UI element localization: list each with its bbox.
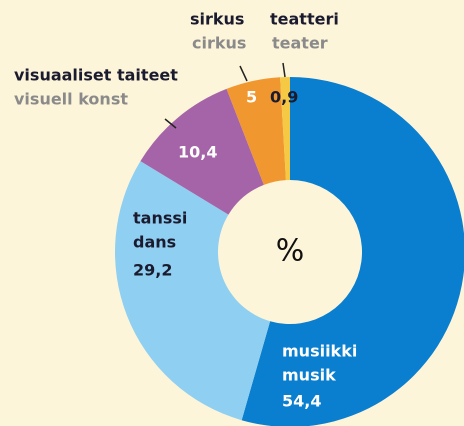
value-label: 10,4 [178, 143, 217, 162]
center-label: % [276, 234, 305, 269]
category-label: visuaaliset taiteet [14, 66, 178, 85]
category-label-sv: visuell konst [14, 90, 128, 109]
value-label: 29,2 [133, 261, 172, 280]
donut-segment [241, 77, 464, 426]
value-label: 5 [246, 88, 257, 107]
category-label-sv: teater [272, 34, 328, 53]
donut-segment [226, 77, 286, 185]
value-label: 54,4 [282, 392, 321, 411]
leader-line [282, 62, 286, 78]
category-label: tanssi [133, 209, 187, 228]
category-label: sirkus [190, 10, 244, 29]
category-label-sv: dans [133, 233, 176, 252]
donut-segment [140, 88, 264, 215]
donut-segment [280, 77, 290, 181]
value-label: 0,9 [270, 88, 298, 107]
leader-line [164, 118, 177, 129]
category-label: teatteri [270, 10, 339, 29]
category-label: musiikki [282, 342, 357, 361]
category-label-sv: cirkus [192, 34, 246, 53]
leader-line [239, 65, 248, 82]
category-label-sv: musik [282, 366, 336, 385]
donut-segment [114, 161, 271, 421]
